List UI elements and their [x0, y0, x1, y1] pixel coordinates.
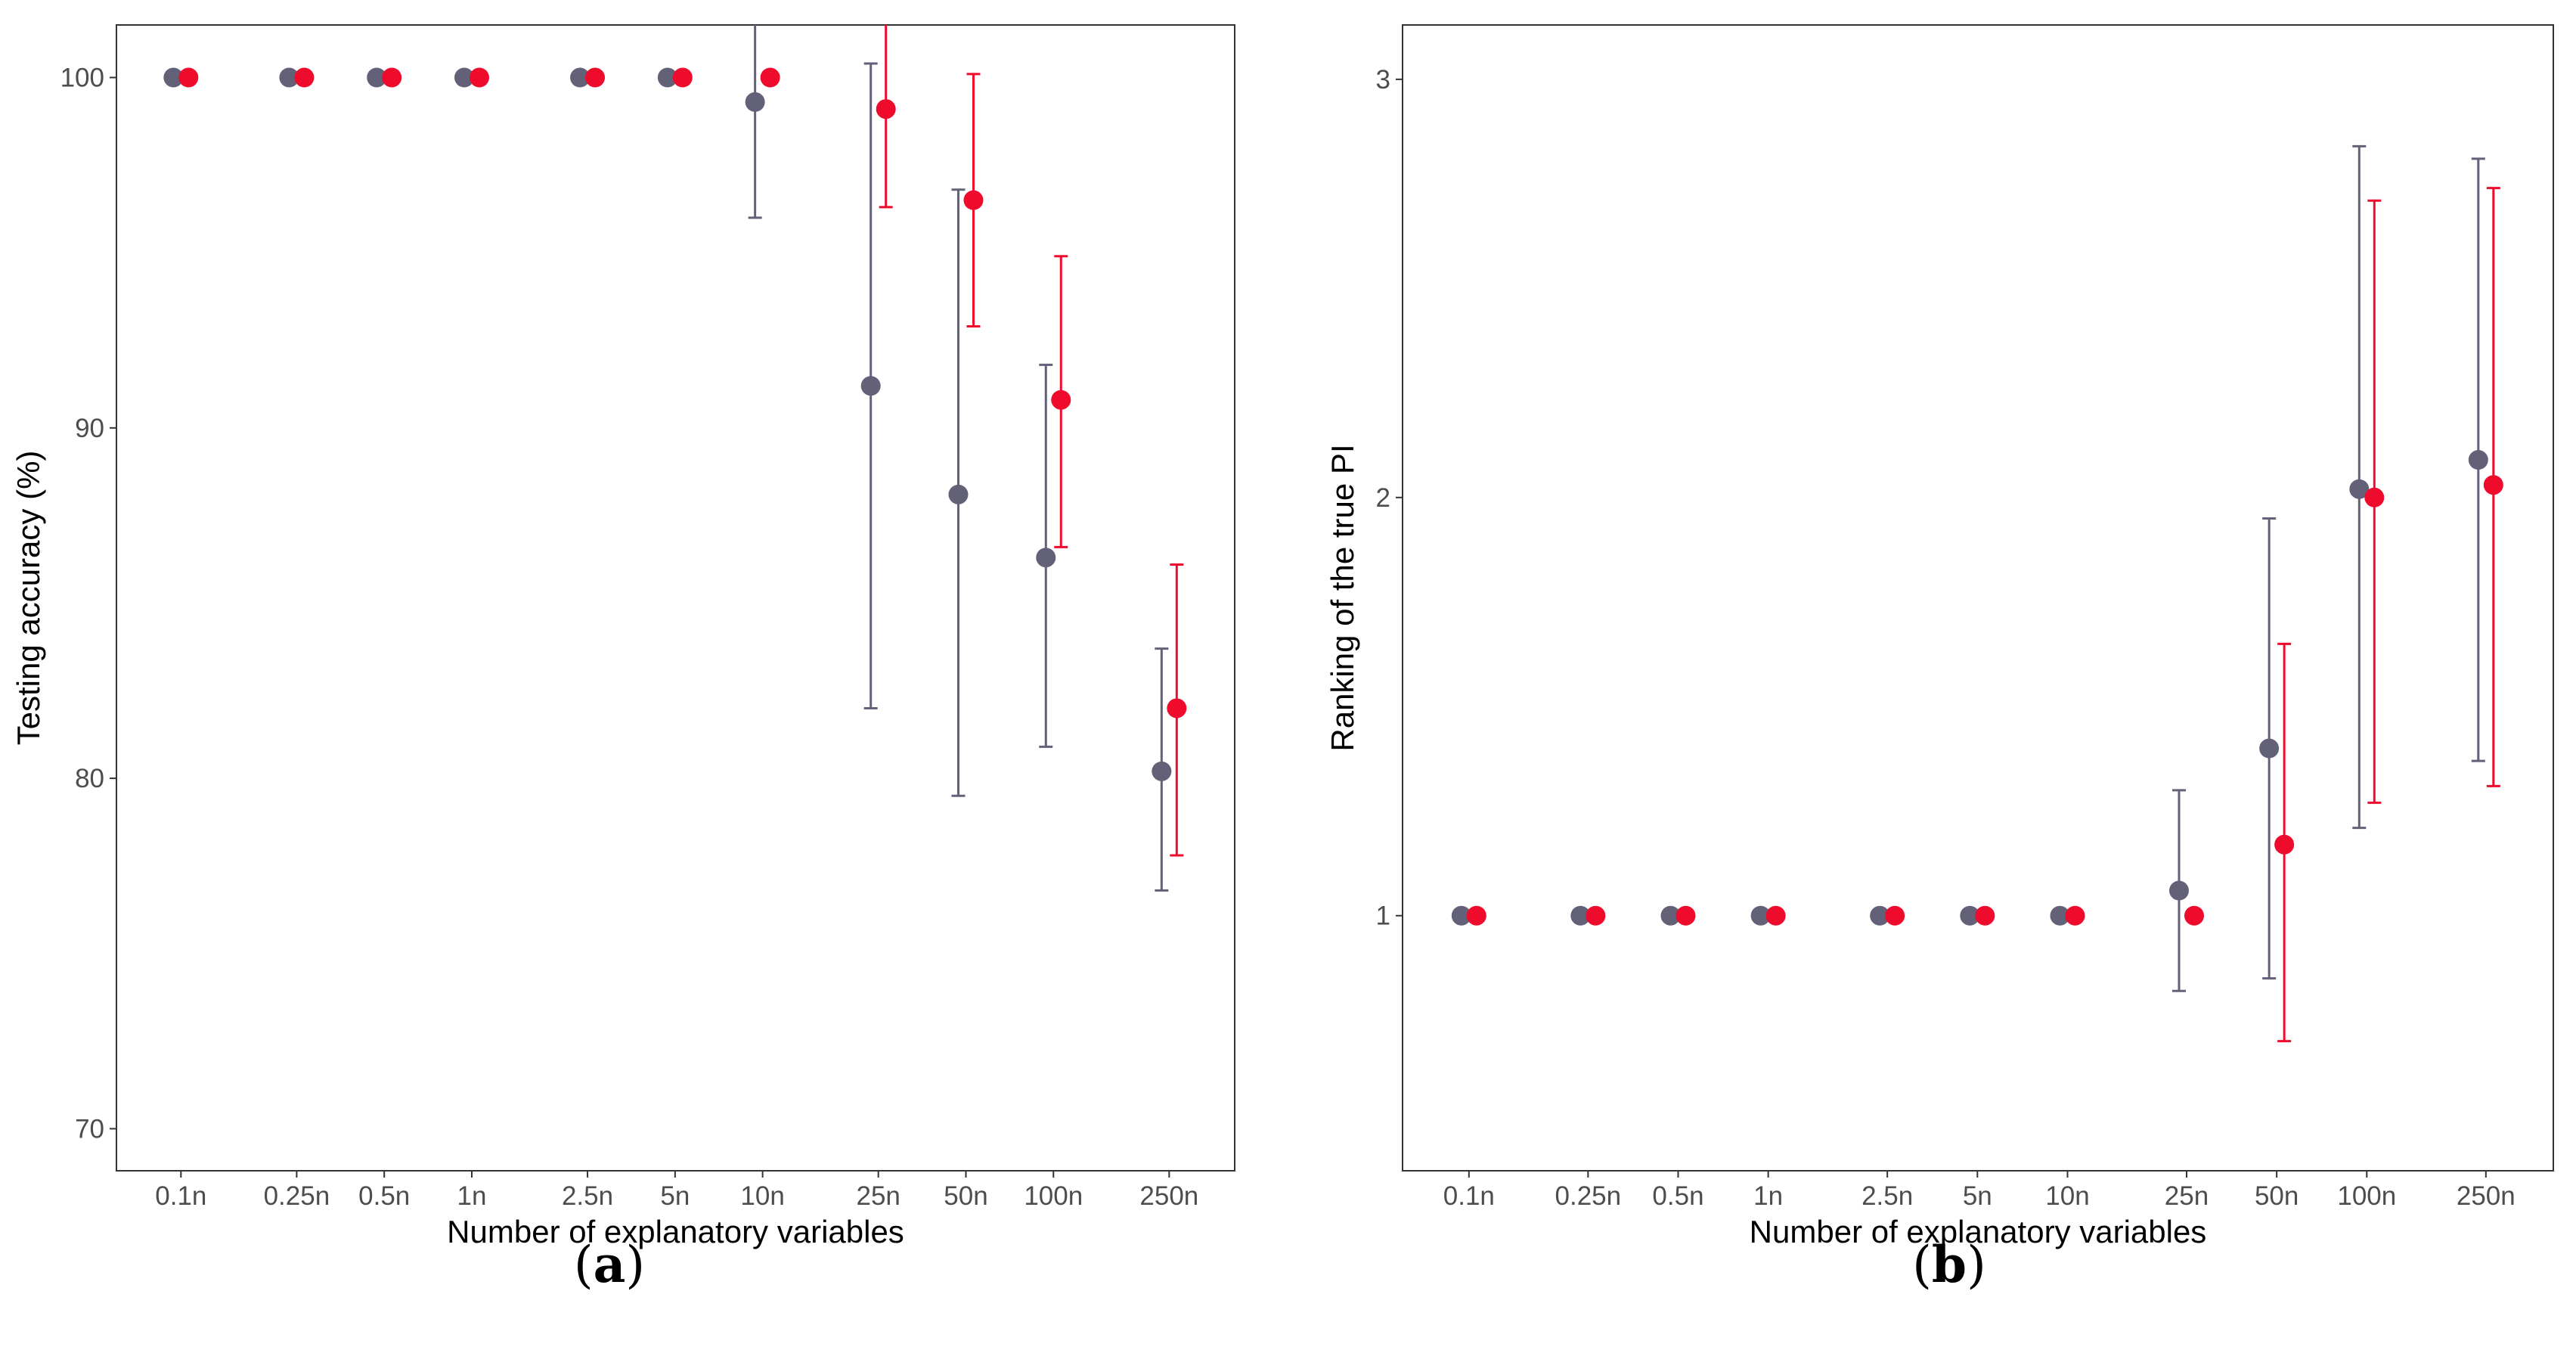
y-axis-title: Ranking of the true PI	[1325, 444, 1360, 751]
data-point	[2168, 880, 2189, 901]
data-point	[2259, 738, 2280, 759]
x-axis-title: Number of explanatory variables	[447, 1214, 904, 1249]
data-point	[1870, 905, 1890, 926]
data-point	[963, 190, 984, 210]
x-tick-label: 0.5n	[1652, 1181, 1703, 1211]
data-point	[585, 67, 606, 88]
data-point	[1051, 389, 1071, 410]
y-tick-label: 100	[60, 63, 104, 92]
data-point	[860, 376, 881, 396]
data-point	[570, 67, 591, 88]
x-tick-label: 0.25n	[264, 1181, 330, 1211]
panel-label-letter: a	[594, 1235, 626, 1294]
data-point	[1750, 905, 1771, 926]
x-tick-label: 0.25n	[1555, 1181, 1622, 1211]
y-tick-label: 1	[1376, 902, 1390, 931]
x-tick-label: 2.5n	[562, 1181, 613, 1211]
panel-label-paren: )	[625, 1236, 645, 1294]
data-point	[469, 67, 489, 88]
data-point	[1152, 761, 1172, 781]
y-tick-label: 90	[75, 414, 104, 443]
y-axis-title: Testing accuracy (%)	[11, 451, 46, 746]
data-point	[1975, 905, 1995, 926]
data-point	[1586, 905, 1606, 926]
data-point	[1885, 905, 1905, 926]
data-point	[2349, 479, 2370, 499]
data-point	[2364, 487, 2385, 507]
data-point	[367, 67, 387, 88]
x-tick-label: 10n	[740, 1181, 784, 1211]
panel-label-paren: (	[574, 1236, 594, 1294]
x-tick-label: 0.5n	[358, 1181, 410, 1211]
x-tick-label: 250n	[2457, 1181, 2516, 1211]
data-point	[2468, 450, 2488, 470]
plot-border	[1402, 24, 2554, 1172]
data-point	[2274, 834, 2295, 855]
data-point	[163, 67, 184, 88]
panel-label-letter: b	[1932, 1235, 1967, 1294]
data-point	[948, 484, 969, 504]
data-layer	[163, 25, 1187, 892]
data-point	[1675, 905, 1696, 926]
x-tick-label: 25n	[2165, 1181, 2209, 1211]
data-point	[1765, 905, 1786, 926]
data-point	[2184, 905, 2204, 926]
y-tick-label: 2	[1376, 483, 1390, 513]
data-point	[454, 67, 474, 88]
data-point	[1660, 905, 1681, 926]
panel-label: (b)	[1912, 1235, 1986, 1294]
panel-label-paren: )	[1967, 1236, 1986, 1294]
data-point	[294, 67, 315, 88]
data-point	[1451, 905, 1471, 926]
x-tick-label: 1n	[457, 1181, 487, 1211]
x-tick-label: 25n	[856, 1181, 900, 1211]
x-axis-title: Number of explanatory variables	[1750, 1214, 2207, 1249]
data-point	[876, 99, 896, 119]
x-tick-label: 2.5n	[1861, 1181, 1913, 1211]
x-tick-label: 0.1n	[1443, 1181, 1495, 1211]
data-point	[657, 67, 677, 88]
x-tick-label: 5n	[660, 1181, 690, 1211]
x-tick-label: 1n	[1753, 1181, 1783, 1211]
x-tick-label: 5n	[1963, 1181, 1992, 1211]
y-tick-label: 80	[75, 764, 104, 793]
chart-panel-b: 1 2 3 0.1n 0.25n 0.5n 1n 2.5n 5n 10n 25n 50n 100n 250…	[1325, 24, 2554, 1294]
panel-label: (a)	[574, 1235, 645, 1294]
data-point	[1960, 905, 1980, 926]
data-point	[760, 67, 780, 88]
panel-label-paren: (	[1912, 1236, 1932, 1294]
data-point	[745, 92, 765, 112]
data-layer	[1451, 144, 2503, 1043]
x-tick-label: 50n	[2255, 1181, 2299, 1211]
plot-border	[116, 24, 1235, 1172]
data-point	[1570, 905, 1591, 926]
x-tick-label: 0.1n	[155, 1181, 206, 1211]
y-tick-label: 3	[1376, 65, 1390, 95]
x-tick-label: 100n	[1024, 1181, 1083, 1211]
data-point	[2065, 905, 2085, 926]
data-point	[672, 67, 693, 88]
data-point	[2483, 475, 2503, 495]
data-point	[2050, 905, 2070, 926]
data-point	[1036, 548, 1056, 568]
data-point	[1466, 905, 1486, 926]
data-point	[178, 67, 199, 88]
x-tick-label: 10n	[2045, 1181, 2089, 1211]
x-tick-label: 50n	[944, 1181, 987, 1211]
data-point	[279, 67, 299, 88]
x-tick-label: 100n	[2337, 1181, 2396, 1211]
x-tick-label: 250n	[1139, 1181, 1198, 1211]
chart-panel-a: 70 80 90 100 0.1n 0.25n 0.5n 1n 2.5n 5n 10n 25n 50n 1…	[11, 24, 1235, 1294]
data-point	[382, 67, 402, 88]
y-tick-label: 70	[75, 1114, 104, 1144]
data-point	[1167, 698, 1187, 718]
